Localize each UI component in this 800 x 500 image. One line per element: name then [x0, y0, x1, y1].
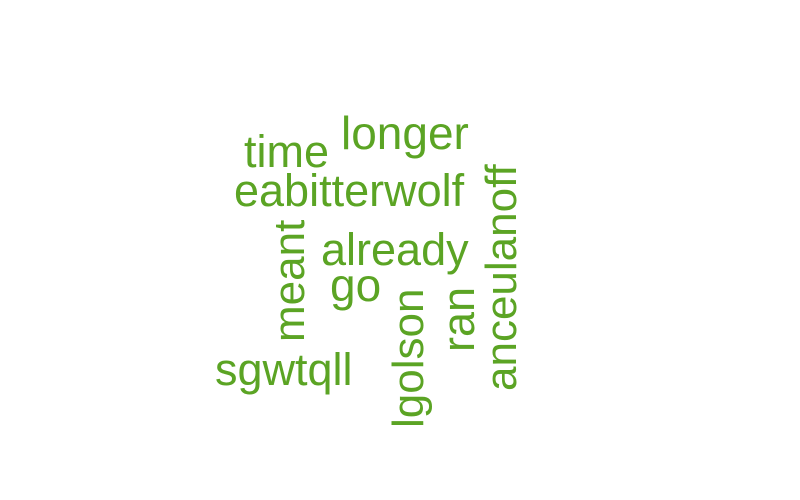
word-sgwtqll: sgwtqll [215, 344, 353, 395]
word-time: time [244, 126, 330, 177]
word-already: already [321, 224, 469, 275]
word-eabitterwolf: eabitterwolf [234, 165, 465, 216]
word-anceulanoff: anceulanoff [477, 164, 526, 391]
word-lgolson: lgolson [384, 288, 433, 428]
word-longer: longer [341, 107, 469, 159]
word-go: go [330, 259, 382, 311]
word-ran: ran [433, 286, 484, 352]
word-meant: meant [265, 219, 314, 342]
